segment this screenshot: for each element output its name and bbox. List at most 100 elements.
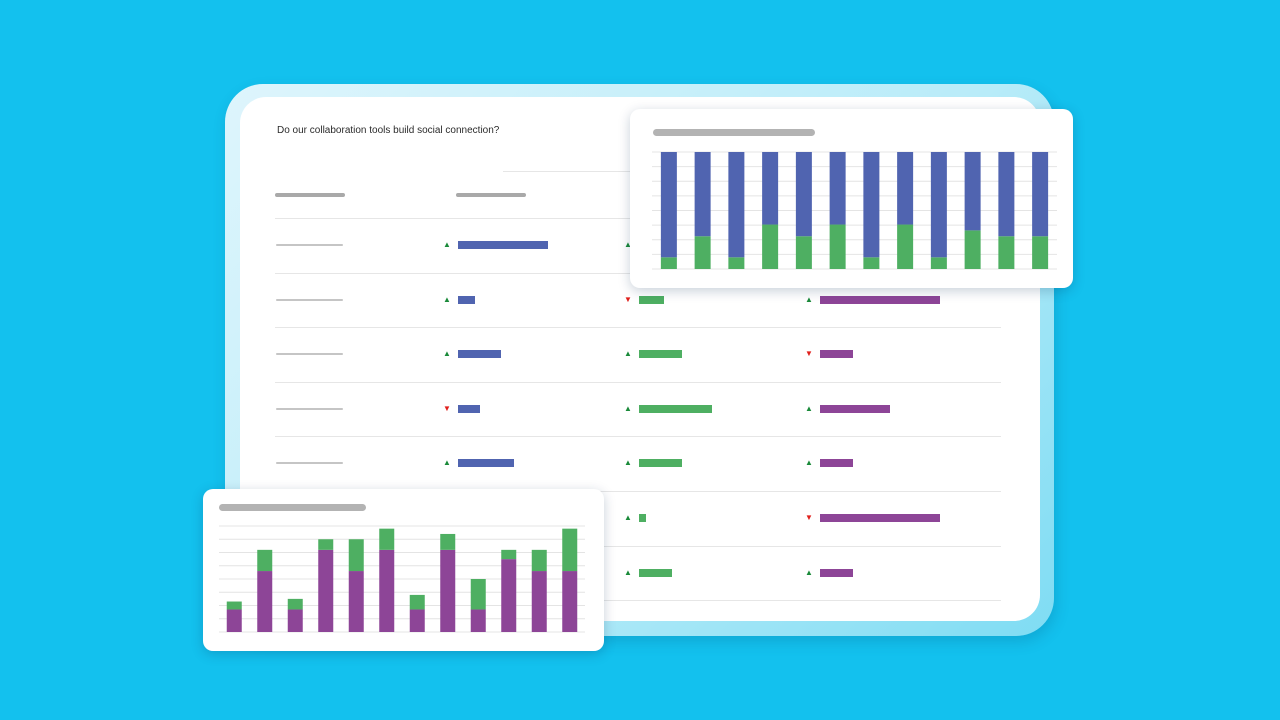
bar-segment-bottom-7	[863, 257, 880, 269]
bar-segment-top-4	[318, 539, 334, 550]
bar-segment-top-10	[501, 549, 517, 560]
bar-segment-bottom-1	[226, 609, 242, 632]
trend-up-icon: ▲	[624, 240, 632, 249]
trend-up-icon: ▲	[443, 458, 451, 468]
bar-segment-bottom-9	[470, 609, 486, 632]
bar-segment-bottom-12	[1032, 236, 1049, 269]
bar-segment-bottom-8	[897, 224, 914, 269]
score-bar-purple	[820, 350, 853, 359]
bar-segment-top-3	[287, 598, 303, 610]
bar-segment-top-2	[694, 152, 711, 237]
bar-segment-bottom-2	[694, 236, 711, 269]
trend-down-icon: ▼	[805, 513, 813, 522]
column-header-blue	[456, 193, 526, 197]
bar-segment-top-4	[762, 152, 779, 225]
trend-up-icon: ▲	[624, 513, 632, 522]
bar-segment-top-10	[964, 152, 981, 231]
bar-segment-bottom-10	[964, 230, 981, 269]
row-label	[276, 353, 343, 356]
bar-segment-top-7	[863, 152, 880, 258]
score-bar-blue	[458, 350, 501, 359]
score-bar-green	[639, 350, 682, 359]
row-divider	[275, 491, 1001, 492]
row-divider	[275, 436, 1001, 438]
row-label	[276, 407, 343, 410]
bar-segment-top-12	[562, 528, 578, 572]
trend-down-icon: ▼	[805, 349, 813, 359]
bar-segment-bottom-9	[930, 257, 947, 269]
trend-up-icon: ▲	[805, 458, 813, 468]
score-bar-blue	[458, 404, 480, 413]
trend-down-icon: ▼	[443, 403, 451, 413]
bar-segment-top-9	[470, 579, 486, 610]
bar-segment-bottom-7	[409, 609, 425, 632]
score-bar-green	[639, 568, 672, 577]
bar-segment-bottom-1	[660, 257, 677, 269]
trend-up-icon: ▲	[624, 458, 632, 468]
bar-segment-bottom-4	[318, 549, 334, 632]
row-label	[276, 298, 343, 301]
bar-segment-top-1	[226, 601, 242, 610]
row-divider	[275, 599, 1001, 601]
trend-up-icon: ▲	[624, 349, 632, 359]
bar-segment-bottom-11	[531, 571, 547, 632]
bar-segment-bottom-2	[257, 571, 273, 632]
score-bar-purple	[820, 514, 940, 522]
bar-segment-top-6	[379, 528, 395, 550]
score-bar-blue	[458, 295, 475, 304]
trend-up-icon: ▲	[805, 567, 813, 577]
trend-up-icon: ▲	[624, 403, 632, 413]
bar-segment-bottom-6	[379, 549, 395, 632]
score-bar-green	[639, 295, 664, 304]
trend-up-icon: ▲	[624, 567, 632, 577]
row-label	[276, 244, 343, 246]
bar-segment-bottom-4	[762, 224, 779, 269]
score-bar-green	[639, 459, 682, 468]
bar-segment-bottom-6	[829, 224, 846, 269]
top-chart-card	[630, 109, 1073, 288]
bar-segment-bottom-10	[501, 559, 517, 632]
survey-question: Do our collaboration tools build social …	[277, 125, 500, 136]
trend-down-icon: ▼	[624, 294, 632, 304]
bar-segment-top-5	[348, 539, 364, 572]
score-bar-blue	[458, 241, 548, 249]
bar-segment-top-3	[728, 152, 745, 258]
bar-segment-top-2	[257, 549, 273, 572]
bar-segment-top-12	[1032, 152, 1049, 237]
trend-up-icon: ▲	[443, 240, 451, 249]
row-divider	[275, 545, 1001, 547]
bar-segment-bottom-11	[998, 236, 1015, 269]
bar-segment-top-1	[660, 152, 677, 258]
score-bar-purple	[820, 568, 853, 577]
row-divider	[275, 327, 1001, 329]
bar-segment-top-11	[998, 152, 1015, 237]
bar-segment-bottom-8	[440, 549, 456, 632]
trend-up-icon: ▲	[805, 403, 813, 413]
score-bar-blue	[458, 459, 514, 468]
bar-segment-bottom-3	[287, 609, 303, 632]
bar-segment-bottom-5	[795, 236, 812, 269]
trend-up-icon: ▲	[805, 294, 813, 304]
score-bar-purple	[820, 295, 940, 304]
score-bar-green	[639, 404, 712, 413]
bottom-chart-card	[203, 489, 604, 651]
bar-segment-bottom-3	[728, 257, 745, 269]
column-header-label	[275, 193, 345, 197]
bar-segment-bottom-5	[348, 571, 364, 632]
score-bar-green	[639, 514, 646, 522]
row-divider	[275, 381, 1001, 383]
bar-segment-top-8	[897, 152, 914, 225]
score-bar-purple	[820, 404, 890, 413]
bottom-stacked-bar-chart	[219, 525, 585, 633]
trend-up-icon: ▲	[443, 349, 451, 359]
top-stacked-bar-chart	[652, 151, 1057, 270]
top-chart-title	[653, 129, 815, 136]
row-label	[276, 462, 343, 465]
bar-segment-top-6	[829, 152, 846, 225]
bar-segment-top-9	[930, 152, 947, 258]
bar-segment-top-8	[440, 533, 456, 550]
bottom-chart-title	[219, 504, 366, 511]
bar-segment-top-7	[409, 594, 425, 610]
bar-segment-top-5	[795, 152, 812, 237]
trend-up-icon: ▲	[443, 294, 451, 304]
